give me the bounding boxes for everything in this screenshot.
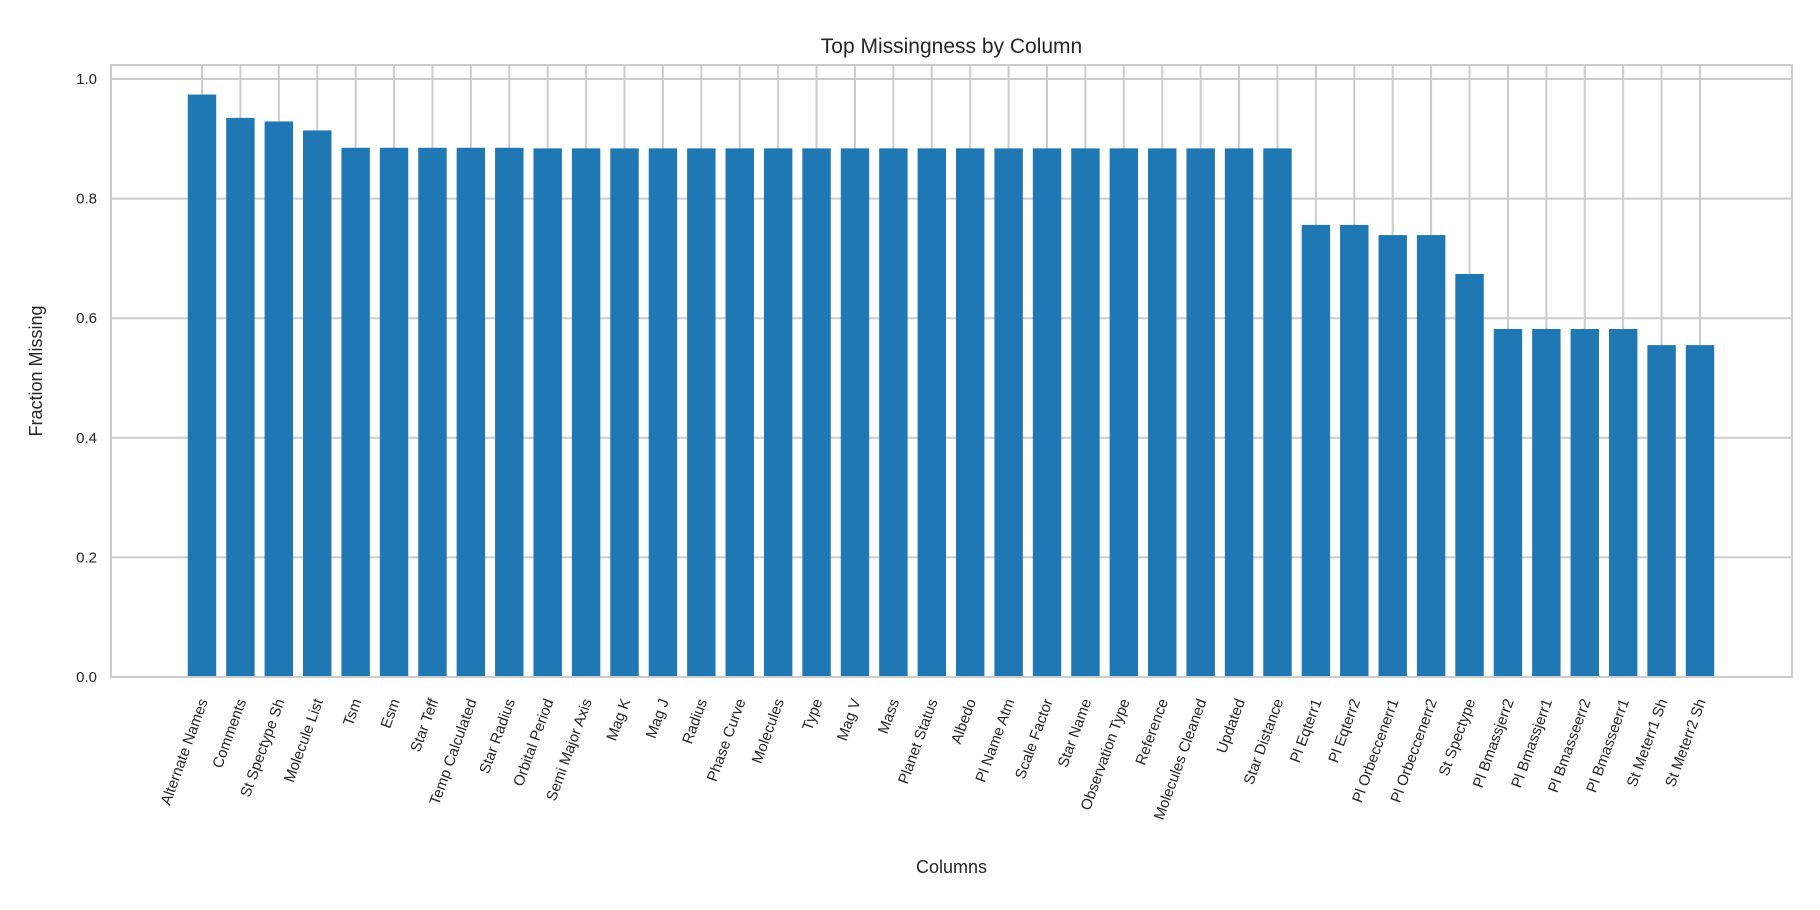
bars [187,94,1715,678]
y-tick-label: 0.0 [76,669,97,686]
bar [1570,328,1599,677]
y-tick-label: 0.6 [76,310,97,327]
bar [955,148,985,678]
bar [533,148,562,678]
bar [1032,148,1062,678]
bar [1071,148,1100,678]
bar [1685,345,1715,677]
bar [341,147,370,677]
bar [840,148,870,678]
bar [1608,328,1638,677]
bar [917,148,947,678]
bar [1455,273,1484,677]
bar [303,130,332,678]
bar [1263,148,1292,678]
bar [1493,328,1523,677]
bar [1186,148,1215,678]
bar [1416,235,1446,677]
bar [725,148,754,678]
bar [264,121,294,677]
bar [495,147,524,677]
bar [648,148,678,678]
bar [1647,345,1676,677]
chart-title: Top Missingness by Column [821,35,1082,58]
bar [610,148,639,678]
bar [1378,235,1407,677]
bar [687,148,716,678]
bar [456,147,486,677]
bar [226,117,255,678]
y-tick-label: 0.4 [76,430,97,447]
y-tick-label: 0.8 [76,191,97,208]
bar [187,94,217,678]
bar [802,148,831,678]
y-axis-title: Fraction Missing [26,305,46,436]
plot-frame [110,64,1793,678]
bar [418,147,447,677]
bar [571,148,601,678]
y-tick-labels: 0.0 0.2 0.4 0.6 0.8 1.0 [76,71,97,686]
bar [1532,328,1561,677]
bar [763,148,793,678]
bar [1301,224,1331,678]
bar [1148,148,1177,678]
bar [994,148,1023,678]
bar [1224,148,1254,678]
y-tick-label: 1.0 [76,71,97,88]
y-tick-label: 0.2 [76,549,97,566]
bar [1109,148,1139,678]
bar [879,148,908,678]
bar [1340,224,1369,678]
bar [379,147,409,677]
x-axis-title: Columns [916,857,987,877]
